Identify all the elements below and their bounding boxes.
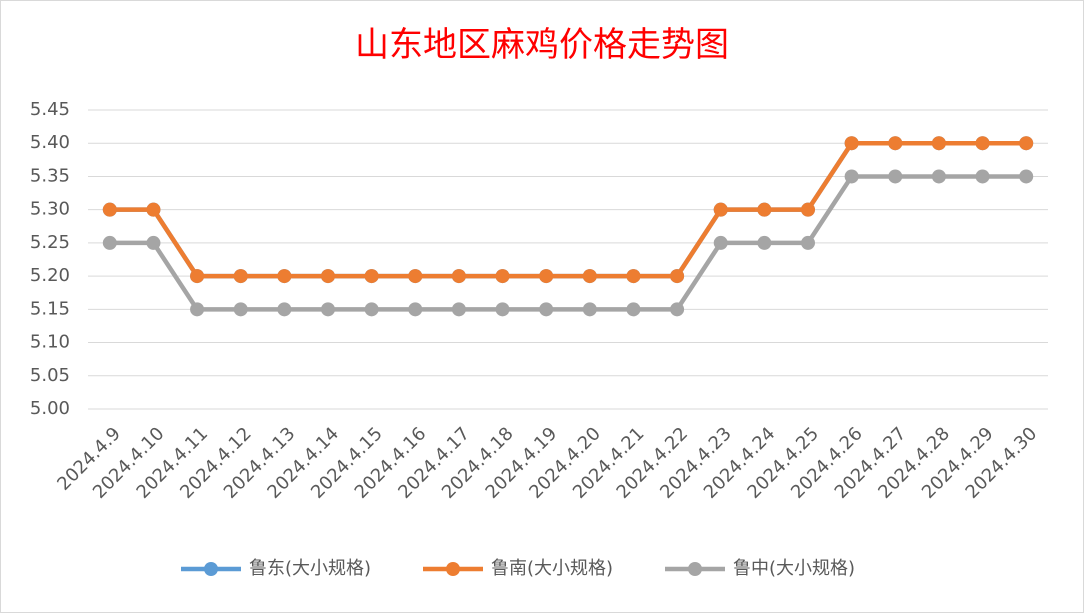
marker	[582, 302, 597, 317]
marker	[102, 202, 117, 217]
marker	[582, 269, 597, 284]
chart-title: 山东地区麻鸡价格走势图	[355, 25, 729, 65]
marker	[1019, 169, 1034, 184]
line	[109, 174, 1027, 312]
marker	[451, 302, 466, 317]
marker	[408, 302, 423, 317]
marker	[364, 269, 379, 284]
marker	[495, 269, 510, 284]
marker	[975, 136, 990, 151]
marker	[626, 269, 641, 284]
legend-label: 鲁东(大小规格)	[249, 558, 371, 579]
y-tick-label: 5.00	[30, 398, 70, 419]
marker	[539, 269, 554, 284]
marker	[888, 136, 903, 151]
marker	[495, 302, 510, 317]
marker	[364, 302, 379, 317]
marker	[801, 202, 815, 217]
marker	[190, 302, 205, 317]
marker	[190, 269, 205, 284]
marker	[713, 235, 728, 250]
y-tick-label: 5.20	[30, 265, 70, 286]
marker	[539, 302, 554, 317]
legend-marker	[688, 562, 702, 576]
legend-marker	[446, 562, 460, 576]
marker	[146, 202, 161, 217]
y-tick-label: 5.35	[30, 165, 70, 186]
marker	[408, 269, 423, 284]
y-tick-label: 5.15	[30, 298, 70, 319]
y-tick-label: 5.05	[30, 365, 70, 386]
legend-marker	[204, 562, 218, 576]
marker	[233, 302, 248, 317]
marker	[277, 302, 292, 317]
marker	[1019, 136, 1034, 151]
marker	[713, 202, 728, 217]
y-tick-label: 5.45	[30, 99, 70, 120]
y-tick-label: 5.30	[30, 199, 70, 220]
marker	[844, 169, 859, 184]
marker	[757, 202, 772, 217]
y-tick-label: 5.10	[30, 332, 70, 353]
marker	[888, 169, 903, 184]
marker	[670, 269, 685, 284]
marker	[670, 302, 685, 317]
marker	[931, 169, 946, 184]
y-tick-label: 5.40	[30, 132, 70, 153]
marker	[146, 235, 161, 250]
marker	[321, 302, 335, 317]
marker	[102, 235, 117, 250]
legend-label: 鲁南(大小规格)	[491, 558, 613, 579]
marker	[757, 235, 772, 250]
marker	[931, 136, 946, 151]
marker	[844, 136, 859, 151]
marker	[321, 269, 335, 284]
y-tick-label: 5.25	[30, 232, 70, 253]
marker	[626, 302, 641, 317]
legend-label: 鲁中(大小规格)	[733, 558, 855, 579]
marker	[975, 169, 990, 184]
line	[109, 140, 1027, 279]
marker	[451, 269, 466, 284]
marker	[801, 235, 815, 250]
marker	[233, 269, 248, 284]
marker	[277, 269, 292, 284]
